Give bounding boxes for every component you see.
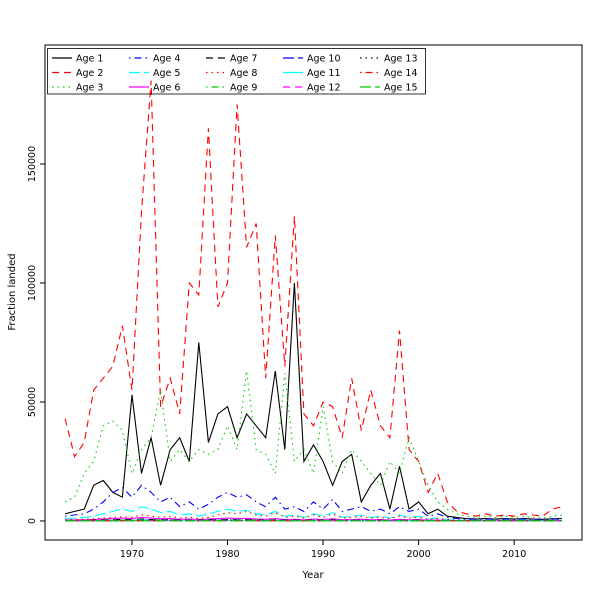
series-line-age-1	[64, 282, 562, 520]
legend-label: Age 15	[384, 82, 417, 93]
y-axis-title: Fraction landed	[7, 253, 18, 330]
legend-label: Age 11	[307, 68, 340, 79]
x-tick-label: 2000	[407, 549, 431, 560]
legend-label: Age 5	[153, 68, 180, 79]
legend-label: Age 2	[76, 68, 103, 79]
legend-label: Age 12	[307, 82, 340, 93]
legend-label: Age 6	[153, 82, 180, 93]
y-tick-label: 100000	[27, 265, 38, 301]
x-tick-label: 1990	[311, 549, 335, 560]
legend-label: Age 4	[153, 53, 180, 64]
x-tick-label: 1970	[120, 549, 144, 560]
series-line-age-3	[64, 370, 562, 519]
legend-label: Age 8	[230, 68, 257, 79]
legend-label: Age 10	[307, 53, 340, 64]
legend-box	[47, 48, 426, 95]
legend-label: Age 13	[384, 53, 417, 64]
y-tick-label: 0	[27, 518, 38, 524]
legend-label: Age 3	[76, 82, 103, 93]
series-line-age-8	[65, 510, 562, 522]
x-tick-label: 2010	[502, 549, 526, 560]
legend-label: Age 9	[230, 82, 257, 93]
y-tick-label: 50000	[27, 387, 38, 417]
series-line-age-4	[65, 484, 562, 521]
series-line-age-2	[64, 80, 563, 517]
x-tick-label: 1980	[215, 549, 239, 560]
x-axis-title: Year	[301, 570, 324, 581]
y-tick-label: 150000	[27, 146, 38, 182]
plot-border	[44, 44, 583, 541]
legend-label: Age 1	[76, 53, 103, 64]
legend-label: Age 14	[384, 68, 417, 79]
legend-label: Age 7	[230, 53, 257, 64]
